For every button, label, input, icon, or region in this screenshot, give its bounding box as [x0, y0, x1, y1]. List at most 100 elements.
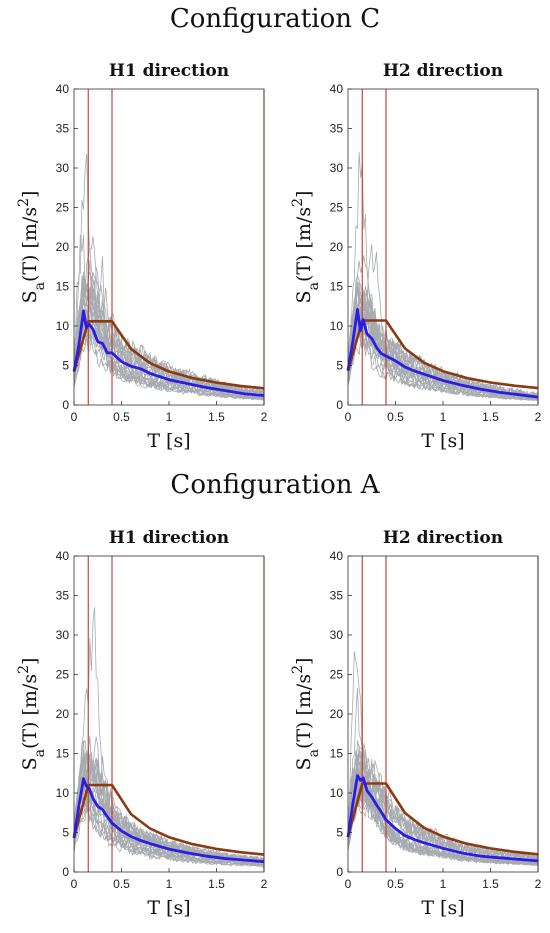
y-tick-label: 35 — [330, 589, 344, 603]
panel-title: H1 direction — [109, 61, 229, 81]
x-tick-label: 1.5 — [482, 877, 499, 891]
y-tick-label: 20 — [330, 707, 344, 721]
configuration-c-title: Configuration C — [169, 4, 381, 34]
y-tick-label: 0 — [336, 865, 343, 879]
record-spectrum-line — [74, 337, 264, 400]
code-spectrum-line — [72, 319, 265, 390]
mean-spectrum-line — [346, 307, 539, 399]
y-tick-label: 35 — [56, 122, 70, 136]
x-axis-label: T [s] — [147, 897, 190, 919]
y-tick-label: 30 — [56, 628, 70, 642]
y-label-sup: 2 — [16, 198, 32, 207]
record-spectrum-line — [74, 766, 264, 867]
y-tick-label: 25 — [330, 201, 344, 215]
y-tick-label: 30 — [330, 161, 344, 175]
y-tick-label: 25 — [56, 668, 70, 682]
record-spectrum-line — [74, 799, 264, 867]
record-spectrum-line — [74, 279, 264, 400]
y-tick-label: 20 — [330, 240, 344, 254]
y-tick-label: 30 — [330, 628, 344, 642]
x-tick-label: 1.5 — [482, 410, 499, 424]
record-spectrum-line — [74, 272, 264, 396]
y-label-mid: (T) [m/s — [293, 674, 315, 749]
x-tick-label: 0.5 — [113, 877, 130, 891]
x-tick-label: 1.5 — [208, 877, 225, 891]
record-spectrum-line — [348, 285, 538, 401]
x-tick-label: 2 — [535, 410, 542, 424]
y-tick-label: 40 — [330, 549, 344, 563]
y-tick-label: 20 — [56, 707, 70, 721]
code-spectrum-line — [72, 783, 265, 856]
x-tick-label: 0 — [71, 410, 78, 424]
y-label-end: ] — [293, 191, 315, 198]
x-tick-label: 2 — [261, 877, 268, 891]
y-tick-label: 10 — [330, 319, 344, 333]
y-label-sub: a — [32, 749, 48, 757]
y-label-end: ] — [19, 658, 41, 665]
y-label-sub: a — [306, 749, 322, 757]
x-tick-label: 0.5 — [387, 410, 404, 424]
x-tick-label: 0.5 — [387, 877, 404, 891]
y-label-sub: a — [32, 282, 48, 290]
x-axis-label: T [s] — [421, 897, 464, 919]
y-label-mid: (T) [m/s — [19, 207, 41, 282]
panel-title: H1 direction — [109, 528, 229, 548]
x-tick-label: 0 — [345, 410, 352, 424]
plot-area — [74, 89, 264, 405]
plot-area — [74, 556, 264, 872]
y-tick-label: 5 — [62, 826, 69, 840]
y-axis-label: Sa(T) [m/s2] — [290, 658, 322, 771]
record-spectrum-line — [74, 736, 264, 862]
y-tick-label: 25 — [56, 201, 70, 215]
mean-spectrum-line — [72, 309, 265, 397]
panel-title: H2 direction — [383, 528, 503, 548]
y-tick-label: 10 — [56, 319, 70, 333]
x-tick-label: 1 — [440, 410, 447, 424]
code-spectrum-line — [346, 319, 539, 390]
y-label-mid: (T) [m/s — [293, 207, 315, 282]
y-label-s: S — [293, 290, 315, 303]
configuration-a-title: Configuration A — [170, 470, 380, 500]
mean-spectrum-line — [72, 777, 265, 864]
y-label-end: ] — [293, 658, 315, 665]
y-tick-label: 15 — [56, 280, 70, 294]
y-tick-label: 35 — [330, 122, 344, 136]
x-tick-label: 2 — [535, 877, 542, 891]
y-tick-label: 5 — [336, 826, 343, 840]
x-tick-label: 0 — [345, 877, 352, 891]
y-tick-label: 5 — [62, 359, 69, 373]
y-tick-label: 25 — [330, 668, 344, 682]
y-tick-label: 5 — [336, 359, 343, 373]
y-label-sup: 2 — [290, 665, 306, 674]
y-tick-label: 40 — [330, 82, 344, 96]
x-tick-label: 2 — [261, 410, 268, 424]
y-tick-label: 15 — [330, 280, 344, 294]
y-label-sup: 2 — [16, 665, 32, 674]
x-tick-label: 1 — [166, 410, 173, 424]
y-tick-label: 0 — [62, 398, 69, 412]
x-tick-label: 1 — [166, 877, 173, 891]
y-tick-label: 15 — [330, 747, 344, 761]
x-tick-label: 1.5 — [208, 410, 225, 424]
record-spectrum-line — [348, 763, 538, 866]
y-label-mid: (T) [m/s — [19, 674, 41, 749]
y-axis-label: Sa(T) [m/s2] — [290, 191, 322, 304]
y-tick-label: 10 — [56, 786, 70, 800]
y-label-s: S — [19, 757, 41, 770]
record-spectrum-line — [348, 741, 538, 860]
y-label-end: ] — [19, 191, 41, 198]
mean-spectrum-line — [346, 774, 539, 863]
y-tick-label: 30 — [56, 161, 70, 175]
panel-title: H2 direction — [383, 61, 503, 81]
y-tick-label: 20 — [56, 240, 70, 254]
x-tick-label: 1 — [440, 877, 447, 891]
record-spectrum-line — [74, 280, 264, 395]
y-axis-label: Sa(T) [m/s2] — [16, 658, 48, 771]
y-tick-label: 10 — [330, 786, 344, 800]
y-tick-label: 40 — [56, 549, 70, 563]
y-tick-label: 40 — [56, 82, 70, 96]
